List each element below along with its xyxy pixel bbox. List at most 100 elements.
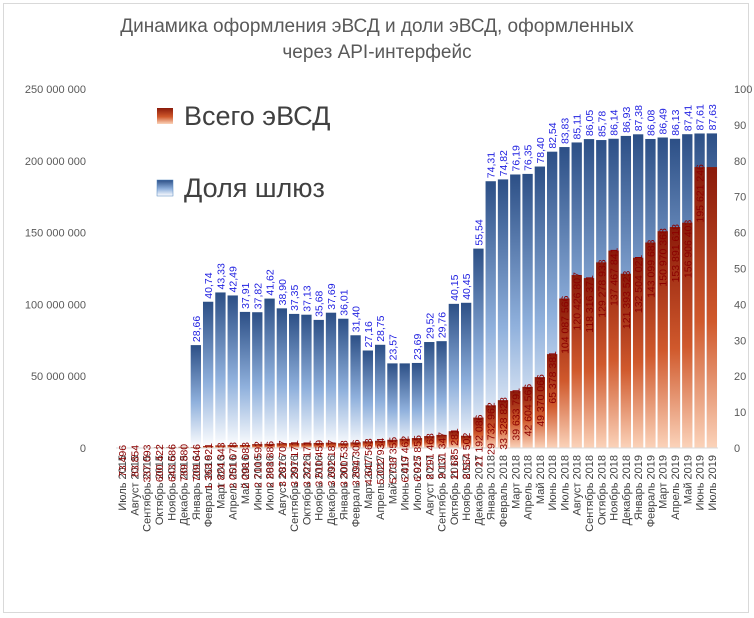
category-label: Январь 2017: [338, 455, 350, 520]
total-data-label: 83 854: [129, 445, 141, 477]
category-label: Апрель 2018: [523, 455, 535, 520]
category-label: Сентябрь 2015: [142, 455, 154, 532]
total-bar: [288, 443, 300, 448]
category-axis: Июль 2015 Август 2015 Сентябрь 2015 Октябрь…: [116, 447, 719, 532]
right-axis-tick-label: 40: [734, 299, 746, 311]
total-bar: [239, 444, 251, 448]
total-bar: [645, 242, 656, 448]
chart-title-line-1: Динамика оформления эВСД и доли эВСД, оф…: [120, 16, 634, 37]
total-data-label: 337 093: [142, 444, 154, 482]
share-bar: [239, 311, 251, 448]
category-label: Май 2017: [387, 455, 399, 504]
total-bar: [473, 417, 484, 448]
right-axis-tick-label: 90: [734, 120, 746, 132]
category-label: Май 2016: [240, 455, 252, 504]
total-bar: [227, 445, 238, 448]
total-bar: [682, 222, 693, 448]
right-axis-tick-label: 50: [734, 264, 746, 276]
left-axis-tick-label: 250 000 000: [25, 84, 86, 96]
total-data-label: 3 287 707: [277, 440, 289, 487]
total-data-label: 3 692 187: [326, 440, 338, 487]
total-bar: [301, 443, 312, 448]
total-data-label: 2 098 083: [240, 442, 252, 489]
total-data-label: 8 291 463: [424, 433, 436, 480]
share-bar: [497, 179, 509, 449]
total-bar: [202, 446, 214, 448]
share-bar: [362, 350, 374, 448]
share-bar: [510, 174, 521, 448]
total-data-label: 5 738 355: [387, 437, 399, 484]
total-bar: [620, 273, 632, 448]
share-data-label: 23,69: [412, 334, 424, 360]
total-data-label: 3 300 538: [338, 440, 350, 487]
share-data-label: 40,74: [203, 272, 215, 298]
category-label: Октябрь 2015: [154, 455, 166, 525]
total-data-label: 120 426 807: [572, 272, 584, 331]
category-label: Ноябрь 2018: [609, 455, 621, 521]
share-data-label: 28,66: [191, 316, 203, 342]
total-data-label: 709 646: [191, 444, 203, 482]
total-data-label: 6 419 462: [400, 436, 412, 483]
total-bar: [694, 167, 705, 448]
category-label: Ноябрь 2015: [166, 455, 178, 521]
right-axis-tick-label: 60: [734, 228, 746, 240]
share-bar: [276, 308, 288, 448]
share-bar: [264, 298, 275, 448]
category-label: Декабрь 2017: [473, 455, 485, 525]
category-label: Февраль 2016: [203, 455, 215, 527]
category-label: Апрель 2016: [228, 455, 240, 520]
category-label: Февраль 2019: [645, 455, 657, 527]
category-label: Январь 2019: [633, 455, 645, 520]
category-label: Ноябрь 2017: [461, 455, 473, 521]
total-data-label: 4 647 563: [363, 438, 375, 485]
share-data-label: 29,52: [424, 313, 436, 339]
share-data-label: 82,54: [547, 122, 559, 148]
category-label: Июль 2016: [265, 455, 277, 511]
total-bar: [399, 438, 410, 448]
share-data-label: 86,05: [584, 110, 596, 136]
share-data-label: 28,75: [375, 315, 387, 341]
total-bar: [448, 431, 460, 448]
share-data-label: 86,13: [670, 109, 682, 135]
share-data-label: 55,54: [473, 219, 485, 245]
category-label: Февраль 2017: [351, 455, 363, 527]
left-axis-tick-label: 100 000 000: [25, 299, 86, 311]
total-data-label: 3 322 171: [301, 440, 313, 487]
share-data-label: 83,83: [559, 118, 571, 144]
left-axis-tick-label: 0: [80, 443, 86, 455]
share-data-label: 86,93: [621, 106, 633, 132]
share-data-label: 86,14: [609, 109, 621, 135]
share-data-label: 35,68: [314, 290, 326, 316]
share-data-label: 40,15: [449, 274, 461, 300]
share-data-label: 31,40: [351, 306, 363, 332]
share-bar: [313, 319, 324, 448]
category-label: Март 2017: [363, 455, 375, 509]
total-data-label: 65 378 381: [547, 351, 559, 404]
total-bar: [460, 435, 472, 448]
total-bar: [632, 257, 644, 448]
total-bar: [325, 442, 337, 448]
total-bar: [608, 250, 619, 448]
total-bar: [190, 446, 202, 448]
total-data-label: 150 970 368: [658, 228, 670, 287]
share-data-label: 85,11: [572, 114, 584, 140]
total-bar: [497, 400, 509, 448]
share-bar: [288, 313, 300, 448]
total-data-label: 8 564 502: [461, 433, 473, 480]
chart-title: Динамика оформления эВСД и доли эВСД, оф…: [0, 14, 754, 66]
total-bar: [657, 231, 668, 448]
total-bar: [534, 377, 546, 448]
category-label: Октябрь 2016: [301, 455, 313, 525]
total-data-label: 21 192 086: [473, 414, 485, 467]
legend: Всего эВСД Доля шлюз: [156, 101, 330, 203]
category-label: Апрель 2019: [670, 455, 682, 520]
total-data-label: 2 710 592: [252, 441, 264, 488]
total-bar: [485, 405, 496, 448]
share-data-label: 36,01: [338, 289, 350, 315]
total-data-label: 104 087 566: [559, 295, 571, 354]
right-axis-tick-label: 30: [734, 335, 746, 347]
total-bar: [424, 436, 435, 448]
share-bar: [215, 292, 226, 448]
